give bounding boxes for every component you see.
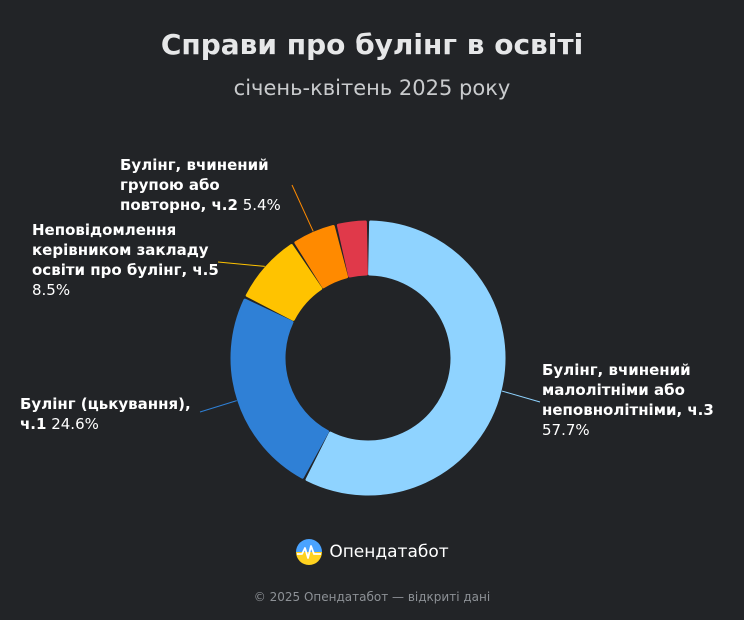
label-slice-1: Булінг (цькування), ч.1 24.6%: [20, 394, 210, 434]
donut-slice-4: [336, 220, 368, 278]
leader-line-1: [199, 400, 237, 413]
label-slice-0-name: Булінг, вчинений малолітніми або неповно…: [542, 361, 714, 419]
brand: Опендатабот: [0, 538, 744, 566]
label-slice-3: Булінг, вчинений групою або повторно, ч.…: [120, 155, 295, 215]
donut-slices: [230, 220, 506, 496]
donut-slice-0: [305, 220, 506, 496]
label-slice-3-name: Булінг, вчинений групою або повторно, ч.…: [120, 156, 269, 214]
leader-line-2: [217, 261, 265, 267]
label-slice-0-value: 57.7%: [542, 421, 590, 439]
leader-line-0: [501, 390, 541, 403]
donut-slice-2: [245, 244, 323, 321]
footer-text: © 2025 Опендатабот — відкриті дані: [253, 590, 491, 604]
label-slice-2: Неповідомлення керівником закладу освіти…: [32, 220, 222, 300]
label-slice-3-value: 5.4%: [242, 196, 281, 214]
donut-slice-1: [230, 298, 330, 479]
donut-slice-3: [294, 225, 349, 289]
leader-line-3: [291, 184, 314, 232]
label-slice-1-value: 24.6%: [51, 415, 99, 433]
opendatabot-logo-icon: [296, 539, 323, 565]
brand-name: Опендатабот: [329, 542, 449, 562]
label-slice-0: Булінг, вчинений малолітніми або неповно…: [542, 360, 738, 440]
chart-title: Справи про булінг в освіті: [160, 28, 584, 61]
leader-lines: [199, 184, 541, 413]
label-slice-2-name: Неповідомлення керівником закладу освіти…: [32, 221, 219, 279]
chart-subtitle: січень-квітень 2025 року: [233, 76, 511, 100]
label-slice-2-value: 8.5%: [32, 281, 71, 299]
label-slice-1-name: Булінг (цькування), ч.1: [20, 395, 191, 433]
